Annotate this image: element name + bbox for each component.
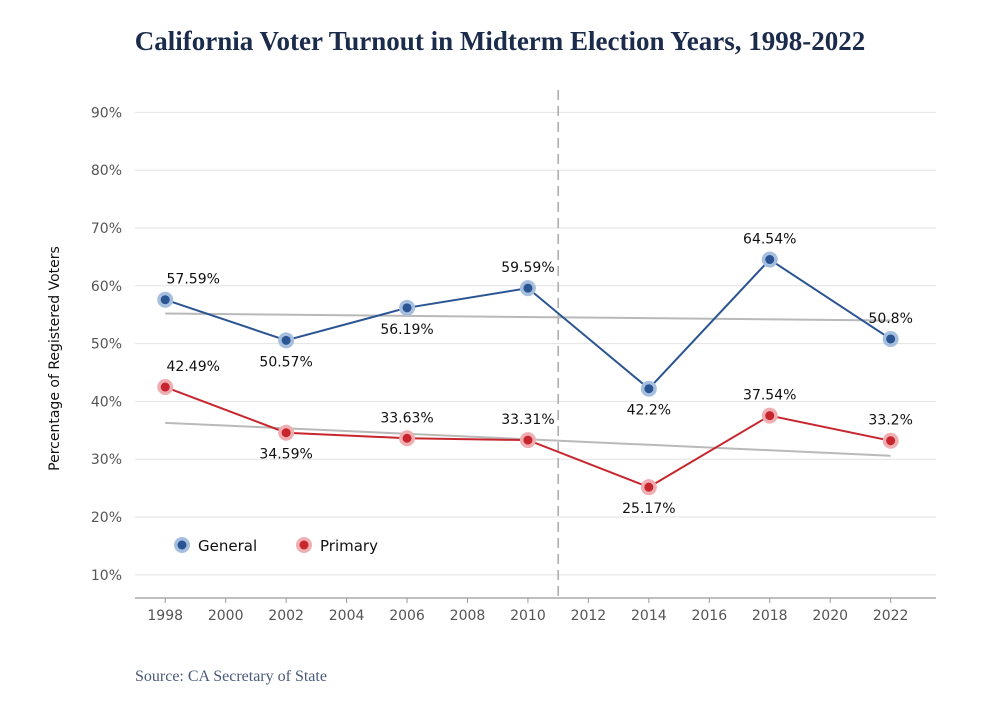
y-tick-label: 50% (91, 337, 122, 353)
x-tick-label: 2012 (571, 608, 607, 624)
legend: General Primary (174, 537, 378, 555)
y-axis-title: Percentage of Registered Voters (47, 246, 63, 471)
y-tick-label: 90% (91, 105, 122, 121)
legend-label-primary: Primary (320, 537, 378, 555)
y-tick-label: 70% (91, 221, 122, 237)
data-point-primary (160, 382, 170, 392)
y-tick-label: 30% (91, 452, 122, 468)
x-tick-label: 2000 (208, 608, 244, 624)
trend-line-general (165, 312, 891, 322)
x-tick-label: 2018 (752, 608, 788, 624)
source-note: Source: CA Secretary of State (135, 668, 327, 685)
data-label-general: 59.59% (501, 260, 554, 276)
y-tick-label: 40% (91, 394, 122, 410)
x-tick-label: 2008 (450, 608, 486, 624)
data-point-general (765, 255, 775, 265)
gridlines (135, 90, 936, 598)
x-tick-label: 2022 (873, 608, 909, 624)
y-tick-label: 20% (91, 510, 122, 526)
data-label-primary: 33.63% (380, 410, 433, 426)
x-tick-label: 2016 (691, 608, 727, 624)
chart-title: California Voter Turnout in Midterm Elec… (134, 26, 866, 56)
data-point-general (644, 384, 654, 394)
data-point-primary (523, 435, 533, 445)
data-point-primary (644, 482, 654, 492)
data-labels: 57.59% 50.57% 56.19% 59.59% 42.2% 64.54% 50.8%… (167, 232, 913, 518)
data-label-primary: 33.2% (868, 413, 912, 429)
data-label-general: 57.59% (167, 272, 220, 288)
x-tick-label: 1998 (147, 608, 183, 624)
data-point-general (160, 295, 170, 305)
data-point-primary (281, 428, 291, 438)
y-tick-label: 80% (91, 163, 122, 179)
data-point-primary (886, 436, 896, 446)
data-label-primary: 25.17% (622, 501, 675, 517)
data-label-general: 64.54% (743, 232, 796, 248)
x-tick-label: 2002 (268, 608, 304, 624)
data-label-primary: 37.54% (743, 388, 796, 404)
x-tick-label: 2006 (389, 608, 425, 624)
x-tick-label: 2020 (812, 608, 848, 624)
data-label-primary: 42.49% (167, 359, 220, 375)
series-group (157, 251, 899, 496)
data-label-general: 50.57% (259, 354, 312, 370)
data-point-general (886, 334, 896, 344)
x-tick-label: 2010 (510, 608, 546, 624)
data-point-general (402, 303, 412, 313)
y-tick-label: 60% (91, 279, 122, 295)
data-point-general (523, 283, 533, 293)
x-tick-label: 2014 (631, 608, 667, 624)
data-label-general: 50.8% (868, 311, 912, 327)
y-tick-label: 10% (91, 568, 122, 584)
axes: 10% 20% 30% 40% 50% 60% 70% 80% 90% 1998 2000 2002 2… (47, 105, 936, 624)
data-point-general (281, 335, 291, 345)
data-label-primary: 34.59% (259, 447, 312, 463)
data-label-general: 42.2% (627, 403, 671, 419)
data-label-general: 56.19% (380, 322, 433, 338)
data-point-primary (765, 411, 775, 421)
x-tick-label: 2004 (329, 608, 365, 624)
legend-marker-primary (299, 540, 309, 550)
data-label-primary: 33.31% (501, 412, 554, 428)
legend-label-general: General (198, 537, 257, 555)
legend-marker-general (177, 540, 187, 550)
data-point-primary (402, 433, 412, 443)
